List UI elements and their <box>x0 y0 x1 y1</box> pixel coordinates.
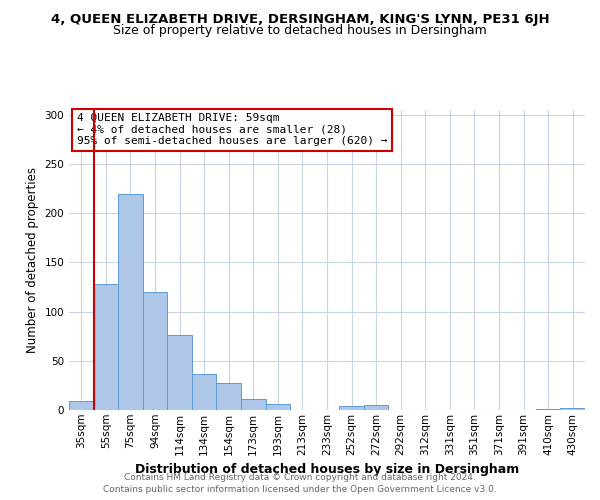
X-axis label: Distribution of detached houses by size in Dersingham: Distribution of detached houses by size … <box>135 463 519 476</box>
Text: 4, QUEEN ELIZABETH DRIVE, DERSINGHAM, KING'S LYNN, PE31 6JH: 4, QUEEN ELIZABETH DRIVE, DERSINGHAM, KI… <box>50 12 550 26</box>
Bar <box>167 335 192 410</box>
Bar <box>217 384 241 410</box>
Bar <box>143 292 167 410</box>
Bar <box>266 404 290 410</box>
Text: 4 QUEEN ELIZABETH DRIVE: 59sqm
← 4% of detached houses are smaller (28)
95% of s: 4 QUEEN ELIZABETH DRIVE: 59sqm ← 4% of d… <box>77 113 387 146</box>
Bar <box>364 405 388 410</box>
Text: Contains HM Land Registry data © Crown copyright and database right 2024.: Contains HM Land Registry data © Crown c… <box>124 473 476 482</box>
Bar <box>69 401 94 410</box>
Text: Size of property relative to detached houses in Dersingham: Size of property relative to detached ho… <box>113 24 487 37</box>
Y-axis label: Number of detached properties: Number of detached properties <box>26 167 39 353</box>
Bar <box>339 406 364 410</box>
Bar <box>241 399 266 410</box>
Bar <box>560 408 585 410</box>
Bar <box>536 409 560 410</box>
Bar <box>118 194 143 410</box>
Bar <box>192 374 217 410</box>
Text: Contains public sector information licensed under the Open Government Licence v3: Contains public sector information licen… <box>103 484 497 494</box>
Bar <box>94 284 118 410</box>
